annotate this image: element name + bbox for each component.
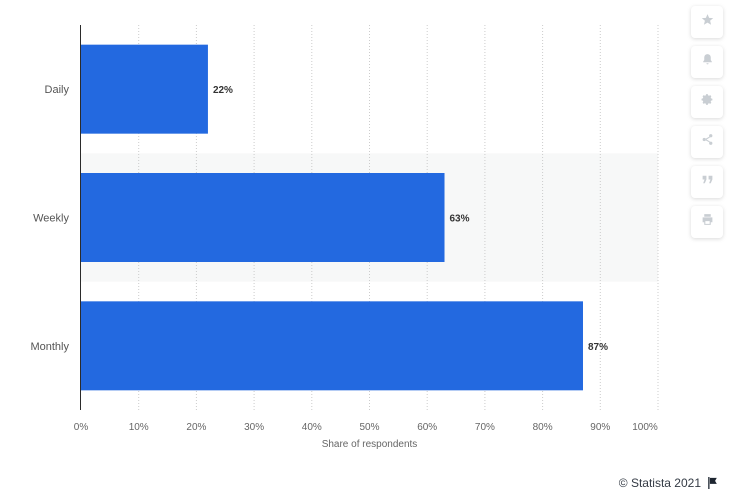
x-tick-label: 70% bbox=[475, 422, 495, 433]
settings-button[interactable] bbox=[691, 86, 723, 118]
bars bbox=[81, 44, 583, 391]
favorite-button[interactable] bbox=[691, 6, 723, 38]
share-icon bbox=[701, 133, 714, 151]
flag-icon[interactable] bbox=[707, 477, 718, 489]
x-axis-title: Share of respondents bbox=[322, 439, 418, 450]
value-label: 63% bbox=[450, 214, 470, 225]
x-tick-label: 30% bbox=[244, 422, 264, 433]
x-tick-label: 10% bbox=[129, 422, 149, 433]
x-tick-label: 100% bbox=[632, 422, 658, 433]
value-label: 22% bbox=[213, 85, 233, 96]
print-button[interactable] bbox=[691, 206, 723, 238]
category-label: Monthly bbox=[30, 341, 69, 353]
x-tick-label: 20% bbox=[186, 422, 206, 433]
value-label: 87% bbox=[588, 342, 608, 353]
x-tick-label: 80% bbox=[533, 422, 553, 433]
statista-credit[interactable]: © Statista 2021 bbox=[619, 476, 718, 490]
category-labels: Daily Weekly Monthly bbox=[30, 84, 69, 353]
quote-icon bbox=[701, 173, 714, 191]
category-label: Daily bbox=[45, 84, 70, 96]
x-tick-label: 0% bbox=[74, 422, 89, 433]
gear-icon bbox=[701, 93, 714, 111]
notification-button[interactable] bbox=[691, 46, 723, 78]
credit-text: © Statista 2021 bbox=[618, 476, 701, 490]
bar-weekly[interactable] bbox=[81, 173, 445, 262]
chart-toolbar bbox=[691, 6, 725, 238]
x-tick-label: 60% bbox=[417, 422, 437, 433]
x-tick-label: 50% bbox=[359, 422, 379, 433]
star-icon bbox=[701, 13, 714, 31]
bar-monthly[interactable] bbox=[81, 301, 583, 391]
value-labels: 22% 63% 87% bbox=[213, 85, 608, 353]
cite-button[interactable] bbox=[691, 166, 723, 198]
x-tick-label: 40% bbox=[302, 422, 322, 433]
x-tick-label: 90% bbox=[590, 422, 610, 433]
category-label: Weekly bbox=[33, 213, 69, 225]
print-icon bbox=[701, 213, 714, 231]
x-tick-labels: 0% 10% 20% 30% 40% 50% 60% 70% 80% 90% 100% bbox=[74, 422, 658, 433]
share-button[interactable] bbox=[691, 126, 723, 158]
bar-daily[interactable] bbox=[81, 44, 208, 134]
bell-icon bbox=[701, 53, 714, 71]
